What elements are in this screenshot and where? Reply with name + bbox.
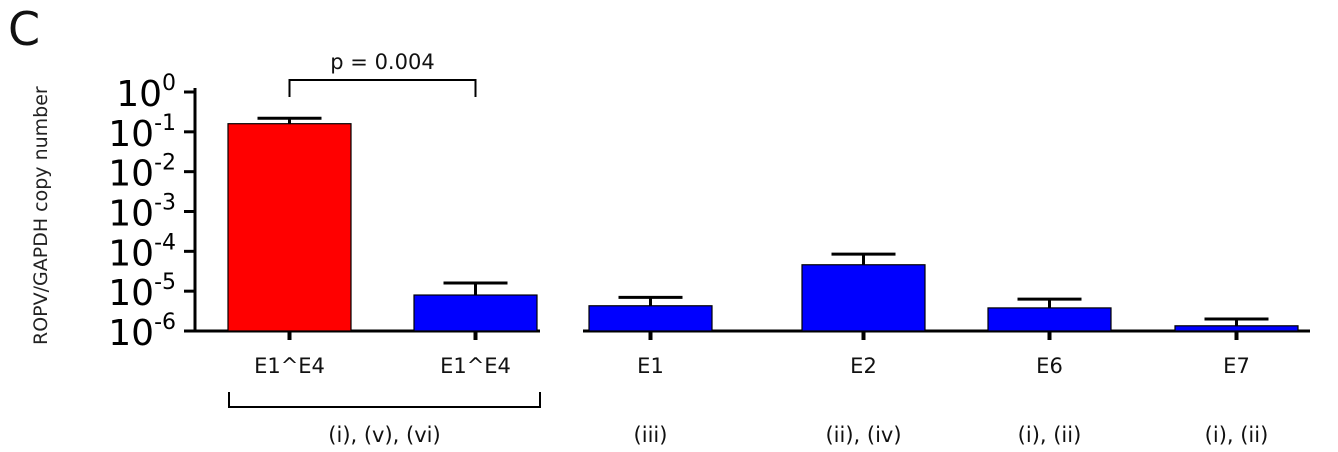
- x-tick-label: E1^E4: [440, 354, 511, 378]
- y-tick-label: 10-3: [108, 191, 176, 235]
- y-tick-label: 10-4: [108, 230, 176, 274]
- x-tick-label: E7: [1223, 354, 1250, 378]
- x-tick-label: E1: [637, 354, 664, 378]
- x-tick-label: E1^E4: [254, 354, 325, 378]
- x-tick-label: E6: [1036, 354, 1063, 378]
- y-tick-label: 10-5: [108, 270, 176, 314]
- panel-letter: C: [8, 2, 41, 56]
- group-label: (i), (v), (vi): [328, 423, 440, 447]
- p-value-label: p = 0.004: [330, 50, 434, 74]
- significance-bracket: [288, 79, 477, 97]
- group-label: (ii), (iv): [825, 423, 901, 447]
- y-tick-label: 10-1: [108, 111, 176, 155]
- bar-2: [413, 294, 538, 332]
- bar-1: [227, 123, 352, 332]
- group-label: (iii): [634, 423, 668, 447]
- bar-3: [588, 305, 713, 332]
- bar-5: [987, 307, 1112, 332]
- group-label: (i), (ii): [1205, 423, 1269, 447]
- y-tick-label: 100: [116, 71, 176, 115]
- x-tick-label: E2: [850, 354, 877, 378]
- bar-4: [801, 264, 926, 332]
- group-label: (i), (ii): [1018, 423, 1082, 447]
- y-tick-label: 10-6: [108, 310, 176, 354]
- y-tick-label: 10-2: [108, 151, 176, 195]
- group-bracket: [228, 392, 541, 408]
- bar-6: [1174, 325, 1299, 332]
